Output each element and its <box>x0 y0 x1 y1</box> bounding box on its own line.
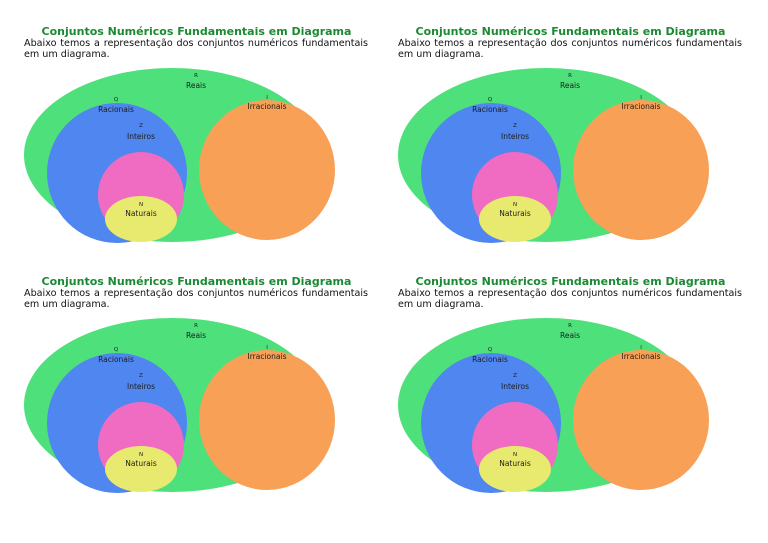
irracionais-symbol: I <box>266 95 268 101</box>
inteiros-label: Inteiros <box>501 382 529 391</box>
naturais-symbol: N <box>139 202 143 208</box>
inteiros-label: Inteiros <box>127 382 155 391</box>
panel-description: Abaixo temos a representação dos conjunt… <box>398 38 742 60</box>
racionais-symbol: Q <box>488 347 493 353</box>
naturais-label: Naturais <box>125 209 157 218</box>
naturais-set <box>105 196 177 242</box>
irracionais-label: Irracionais <box>622 352 661 361</box>
naturais-symbol: N <box>513 452 517 458</box>
racionais-symbol: Q <box>114 347 119 353</box>
panel-3: Conjuntos Numéricos Fundamentais em Diag… <box>24 275 369 505</box>
panel-description: Abaixo temos a representação dos conjunt… <box>24 288 368 310</box>
panel-1: Conjuntos Numéricos Fundamentais em Diag… <box>24 25 369 255</box>
naturais-set <box>479 196 551 242</box>
racionais-label: Racionais <box>472 355 508 364</box>
reais-symbol: R <box>568 73 572 79</box>
irracionais-symbol: I <box>266 345 268 351</box>
panel-2: Conjuntos Numéricos Fundamentais em Diag… <box>398 25 743 255</box>
panel-title: Conjuntos Numéricos Fundamentais em Diag… <box>41 275 352 288</box>
inteiros-symbol: Z <box>513 123 517 129</box>
panel-description: Abaixo temos a representação dos conjunt… <box>24 38 368 60</box>
irracionais-set <box>573 100 709 240</box>
venn-diagram: R Reais I Irracionais Q Racionais Z Inte… <box>398 68 709 243</box>
panel-4: Conjuntos Numéricos Fundamentais em Diag… <box>398 275 743 505</box>
reais-label: Reais <box>186 81 206 90</box>
naturais-set <box>479 446 551 492</box>
naturais-label: Naturais <box>499 209 531 218</box>
reais-symbol: R <box>194 323 198 329</box>
irracionais-set <box>199 350 335 490</box>
irracionais-label: Irracionais <box>248 102 287 111</box>
inteiros-symbol: Z <box>513 373 517 379</box>
inteiros-label: Inteiros <box>127 132 155 141</box>
reais-symbol: R <box>568 323 572 329</box>
naturais-label: Naturais <box>125 459 157 468</box>
irracionais-symbol: I <box>640 95 642 101</box>
racionais-label: Racionais <box>472 105 508 114</box>
panel-title: Conjuntos Numéricos Fundamentais em Diag… <box>41 25 352 38</box>
irracionais-label: Irracionais <box>622 102 661 111</box>
racionais-label: Racionais <box>98 355 134 364</box>
panel-title: Conjuntos Numéricos Fundamentais em Diag… <box>415 25 726 38</box>
naturais-set <box>105 446 177 492</box>
naturais-symbol: N <box>139 452 143 458</box>
racionais-label: Racionais <box>98 105 134 114</box>
venn-diagram: R Reais I Irracionais Q Racionais Z Inte… <box>24 318 335 493</box>
racionais-symbol: Q <box>488 97 493 103</box>
venn-diagram: R Reais I Irracionais Q Racionais Z Inte… <box>398 318 709 493</box>
irracionais-label: Irracionais <box>248 352 287 361</box>
reais-symbol: R <box>194 73 198 79</box>
irracionais-symbol: I <box>640 345 642 351</box>
inteiros-symbol: Z <box>139 123 143 129</box>
reais-label: Reais <box>560 81 580 90</box>
irracionais-set <box>573 350 709 490</box>
naturais-label: Naturais <box>499 459 531 468</box>
reais-label: Reais <box>560 331 580 340</box>
inteiros-label: Inteiros <box>501 132 529 141</box>
venn-diagram: R Reais I Irracionais Q Racionais Z Inte… <box>24 68 335 243</box>
naturais-symbol: N <box>513 202 517 208</box>
racionais-symbol: Q <box>114 97 119 103</box>
inteiros-symbol: Z <box>139 373 143 379</box>
panel-description: Abaixo temos a representação dos conjunt… <box>398 288 742 310</box>
reais-label: Reais <box>186 331 206 340</box>
panel-title: Conjuntos Numéricos Fundamentais em Diag… <box>415 275 726 288</box>
irracionais-set <box>199 100 335 240</box>
